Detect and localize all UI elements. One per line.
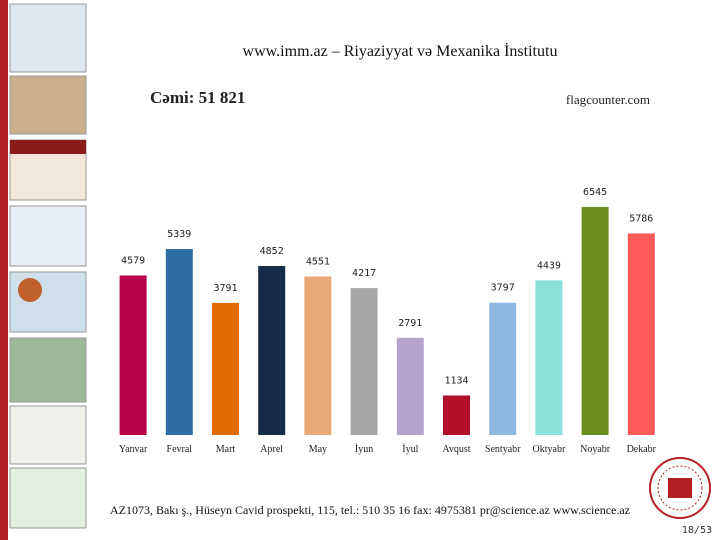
x-tick-label: İyun bbox=[355, 443, 373, 455]
x-tick-label: May bbox=[309, 444, 327, 455]
bar bbox=[627, 233, 655, 435]
value-label: 4551 bbox=[306, 256, 330, 267]
x-tick-label: Mart bbox=[216, 444, 236, 455]
value-label: 4439 bbox=[537, 260, 561, 271]
footer: AZ1073, Bakı ş., Hüseyn Cavid prospekti,… bbox=[110, 503, 630, 517]
bar bbox=[396, 337, 424, 435]
value-label: 1134 bbox=[444, 375, 468, 386]
x-tick-label: Fevral bbox=[167, 444, 193, 455]
bar bbox=[258, 265, 286, 435]
x-tick-label: Sentyabr bbox=[485, 444, 521, 455]
x-tick-label: İyul bbox=[402, 443, 418, 455]
value-label: 4852 bbox=[260, 246, 284, 257]
side-strip bbox=[0, 0, 8, 540]
value-label: 3797 bbox=[491, 283, 515, 294]
value-label: 4217 bbox=[352, 268, 376, 279]
bar bbox=[212, 302, 239, 435]
value-label: 5339 bbox=[167, 229, 191, 240]
bar bbox=[119, 275, 147, 435]
bar bbox=[581, 207, 609, 435]
total: Cəmi: 51 821 bbox=[150, 88, 245, 107]
chart-title: www.imm.az – Riyaziyyat və Mexanika İnst… bbox=[243, 42, 558, 60]
thumbnails bbox=[9, 3, 87, 529]
bar bbox=[304, 276, 332, 435]
logo bbox=[649, 457, 711, 519]
x-tick-label: Oktyabr bbox=[533, 444, 566, 455]
value-label: 3791 bbox=[213, 283, 237, 294]
x-tick-label: Yanvar bbox=[119, 444, 148, 455]
bar bbox=[535, 280, 563, 435]
value-label: 6545 bbox=[583, 187, 607, 198]
bar bbox=[165, 249, 193, 435]
source: flagcounter.com bbox=[566, 92, 650, 107]
value-label: 2791 bbox=[398, 318, 422, 329]
bar bbox=[350, 288, 378, 435]
value-label: 4579 bbox=[121, 255, 145, 266]
page-number: 18/53 bbox=[682, 525, 712, 536]
x-tick-label: Noyabr bbox=[580, 444, 611, 455]
x-tick-label: Dekabr bbox=[627, 444, 657, 455]
x-tick-label: Aprel bbox=[260, 444, 283, 455]
bar bbox=[443, 395, 470, 435]
x-tick-label: Avqust bbox=[442, 444, 470, 455]
bar bbox=[489, 302, 517, 435]
value-label: 5786 bbox=[629, 213, 653, 224]
